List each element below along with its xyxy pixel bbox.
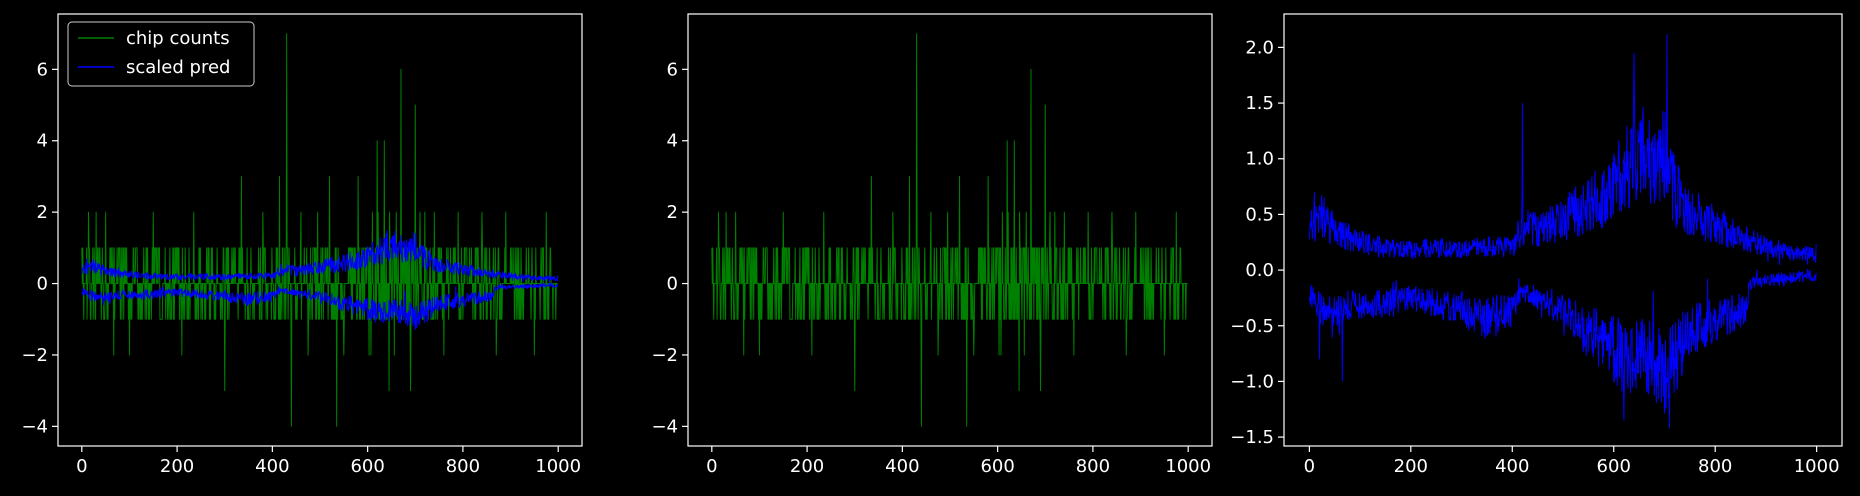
series-line-upper-band [1308, 34, 1817, 266]
y-tick-label: 0 [667, 274, 678, 295]
axes-background [688, 14, 1212, 446]
y-tick-label: 1.5 [1245, 93, 1274, 114]
y-tick-label: −1.0 [1230, 371, 1274, 392]
x-tick-label: 0 [76, 456, 87, 477]
y-tick-label: 2 [37, 202, 48, 223]
x-tick-label: 400 [885, 456, 919, 477]
x-tick-label: 200 [1394, 456, 1428, 477]
x-tick-label: 400 [1495, 456, 1529, 477]
series-line-upper-band [81, 230, 559, 283]
plot-area [1308, 34, 1817, 429]
series-line-lower-band [1308, 268, 1817, 429]
series-line-chip-counts [81, 33, 558, 427]
legend: chip counts scaled pred [67, 21, 255, 87]
y-tick-label: −2 [651, 345, 678, 366]
axes-spines [57, 13, 583, 447]
x-tick-label: 400 [255, 456, 289, 477]
chart-panel-1: 0 200 400 600 800 1000 −4 −2 0 2 4 6 chip counts scal… [21, 13, 583, 477]
x-tick-label: 0 [706, 456, 717, 477]
y-tick-label: 0 [37, 274, 48, 295]
x-tick-label: 1000 [1794, 456, 1840, 477]
x-tick-label: 1000 [535, 456, 581, 477]
y-tick-label: −2 [21, 345, 48, 366]
axes-spines [687, 13, 1213, 447]
x-tick-label: 600 [980, 456, 1014, 477]
y-tick-label: 0.5 [1245, 204, 1274, 225]
series-line-lower-band [81, 282, 559, 330]
y-tick-label: −4 [651, 416, 678, 437]
y-tick-label: 4 [37, 131, 48, 152]
axes-spines [1283, 13, 1843, 447]
x-tick-label: 1000 [1165, 456, 1211, 477]
x-tick-label: 800 [446, 456, 480, 477]
chart-panel-2: 0 200 400 600 800 1000 −4 −2 0 2 4 6 [651, 13, 1213, 477]
legend-label: scaled pred [126, 57, 230, 78]
series-line-chip-counts [711, 33, 1188, 427]
x-tick-label: 0 [1304, 456, 1315, 477]
y-tick-label: 1.0 [1245, 149, 1274, 170]
x-tick-label: 800 [1076, 456, 1110, 477]
plot-area [81, 33, 559, 427]
y-tick-label: −4 [21, 416, 48, 437]
y-tick-label: 2.0 [1245, 37, 1274, 58]
y-tick-label: 4 [667, 131, 678, 152]
x-tick-label: 200 [790, 456, 824, 477]
y-tick-label: 6 [667, 59, 678, 80]
y-tick-label: −0.5 [1230, 316, 1274, 337]
chart-panel-3: 0 200 400 600 800 1000 −1.5 −1.0 −0.5 0.0 0.5 1.0 1.… [1230, 13, 1843, 477]
x-tick-label: 200 [160, 456, 194, 477]
legend-label: chip counts [126, 28, 230, 49]
y-tick-label: 2 [667, 202, 678, 223]
y-tick-label: −1.5 [1230, 427, 1274, 448]
y-tick-label: 6 [37, 59, 48, 80]
x-tick-label: 600 [350, 456, 384, 477]
y-tick-label: 0.0 [1245, 260, 1274, 281]
x-tick-label: 600 [1597, 456, 1631, 477]
legend-box [67, 21, 255, 87]
x-tick-label: 800 [1698, 456, 1732, 477]
plot-area [711, 33, 1188, 427]
